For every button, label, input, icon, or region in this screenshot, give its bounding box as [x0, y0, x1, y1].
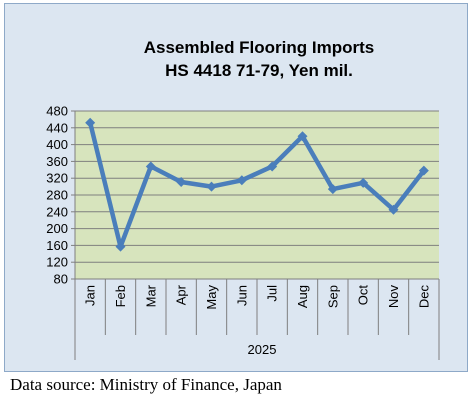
x-tick-label: Sep: [325, 285, 340, 308]
data-point-marker: [297, 131, 308, 142]
y-tick-label: 120: [46, 255, 68, 270]
data-source-note: Data source: Ministry of Finance, Japan: [10, 375, 282, 394]
data-point-marker: [115, 241, 126, 252]
data-point-marker: [206, 181, 217, 192]
data-point-marker: [358, 177, 369, 188]
chart-title-line-1: Assembled Flooring Imports: [144, 38, 374, 57]
y-tick-label: 280: [46, 188, 68, 203]
data-point-marker: [176, 176, 187, 187]
data-point-marker: [236, 175, 247, 186]
x-tick-label: Jan: [83, 285, 98, 306]
data-point-marker: [267, 161, 278, 172]
chart-title-line-2: HS 4418 71-79, Yen mil.: [165, 61, 353, 80]
x-axis-group-label: 2025: [248, 342, 277, 357]
x-tick-label: Jun: [234, 285, 249, 306]
x-tick-label: Mar: [143, 284, 158, 307]
x-tick-label: May: [204, 285, 219, 310]
y-tick-label: 480: [46, 104, 68, 119]
y-tick-label: 440: [46, 120, 68, 135]
x-tick-label: Aug: [295, 285, 310, 308]
y-tick-label: 160: [46, 238, 68, 253]
data-point-marker: [85, 117, 96, 128]
chart-frame: Assembled Flooring Imports HS 4418 71-79…: [4, 3, 468, 372]
y-tick-label: 240: [46, 204, 68, 219]
y-tick-label: 360: [46, 154, 68, 169]
y-tick-label: 80: [54, 272, 68, 287]
y-tick-label: 320: [46, 171, 68, 186]
data-point-marker: [418, 165, 429, 176]
series-line: [87, 120, 427, 249]
x-tick-label: Feb: [113, 285, 128, 307]
x-tick-label: Nov: [386, 285, 401, 309]
y-tick-label: 200: [46, 221, 68, 236]
data-point-marker: [327, 184, 338, 195]
x-tick-label: Dec: [416, 285, 431, 309]
data-point-marker: [145, 161, 156, 172]
x-tick-label: Jul: [265, 285, 280, 302]
line-chart: Assembled Flooring Imports HS 4418 71-79…: [46, 38, 440, 360]
x-tick-label: Oct: [356, 285, 371, 306]
data-point-marker: [388, 204, 399, 215]
x-tick-label: Apr: [174, 284, 189, 305]
y-tick-label: 400: [46, 137, 68, 152]
